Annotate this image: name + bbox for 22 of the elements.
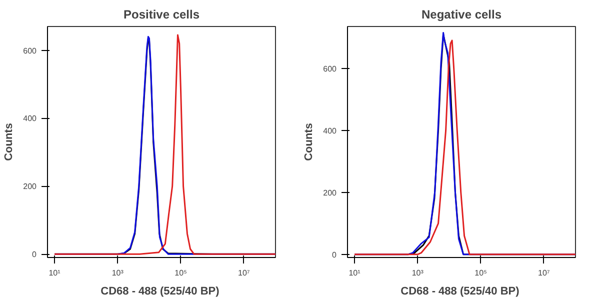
x-tick-label: 10⁷: [238, 268, 250, 278]
y-tick-label: 600: [23, 46, 38, 56]
y-tick-label: 400: [23, 114, 38, 124]
y-tick-label: 400: [323, 126, 338, 136]
y-tick-label: 600: [323, 64, 338, 74]
y-tick-label: 200: [23, 182, 38, 192]
x-tick-label: 10¹: [48, 268, 61, 278]
x-axis-title: CD68 - 488 (525/40 BP): [400, 286, 520, 298]
x-tick-label: 10³: [112, 268, 124, 278]
y-tick-label: 0: [32, 250, 38, 260]
chart-title: Negative cells: [421, 8, 502, 22]
y-axis-title: Counts: [3, 123, 16, 161]
x-axis-title: CD68 - 488 (525/40 BP): [100, 286, 220, 298]
x-tick-label: 10¹: [348, 268, 361, 278]
x-tick-label: 10⁵: [474, 268, 487, 278]
x-tick-label: 10⁵: [174, 268, 187, 278]
x-tick-label: 10⁷: [538, 268, 550, 278]
chart-title: Positive cells: [123, 8, 200, 22]
y-tick-label: 0: [332, 250, 338, 260]
y-axis-title: Counts: [303, 123, 316, 161]
x-tick-label: 10³: [412, 268, 424, 278]
y-tick-label: 200: [323, 188, 338, 198]
